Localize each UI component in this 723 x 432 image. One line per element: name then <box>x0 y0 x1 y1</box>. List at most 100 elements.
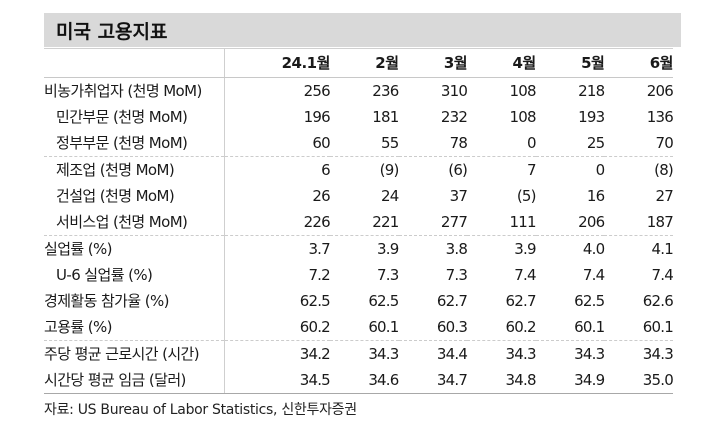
table-row: 경제활동 참가율 (%) 62.5 62.5 62.7 62.7 62.5 62… <box>44 288 674 314</box>
row-label: 실업률 (%) <box>44 235 225 262</box>
header-may: 5월 <box>535 48 605 78</box>
cell: 24 <box>381 187 399 205</box>
cell: 7.2 <box>308 266 330 284</box>
cell: 25 <box>535 130 605 157</box>
table-row: 시간당 평균 임금 (달러) 34.5 34.6 34.7 34.8 34.9 … <box>44 367 674 394</box>
cell: 27 <box>655 187 674 205</box>
title-bar: 미국 고용지표 <box>44 13 681 47</box>
cell: 26 <box>312 187 330 205</box>
cell: 34.5 <box>224 367 331 394</box>
table-row: 주당 평균 근로시간 (시간) 34.2 34.3 34.4 34.3 34.3… <box>44 340 674 367</box>
header-jan: 24.1월 <box>224 48 330 78</box>
header-label-cell <box>44 48 225 78</box>
table-header-row: 24.1월 2월 3월 4월 5월 6월 <box>44 48 673 78</box>
cell: 108 <box>509 82 537 100</box>
cell: 7.3 <box>377 266 399 284</box>
header-mar: 3월 <box>398 48 468 78</box>
cell: 0 <box>467 130 537 157</box>
cell: (9) <box>379 161 400 179</box>
row-label: 비농가취업자 (천명 MoM) <box>44 77 225 104</box>
cell: (6) <box>448 161 468 179</box>
cell: 3.9 <box>377 240 399 258</box>
cell: 3.9 <box>514 240 536 258</box>
cell: 60.1 <box>604 314 674 341</box>
cell: 236 <box>372 82 399 100</box>
cell: 4.0 <box>582 240 605 258</box>
cell: 34.3 <box>642 345 674 363</box>
cell: 196 <box>303 108 331 126</box>
row-label: 정부부문 (천명 MoM) <box>44 130 225 157</box>
cell: 62.5 <box>574 292 605 310</box>
cell: (5) <box>516 187 537 205</box>
cell: 34.7 <box>398 367 468 394</box>
cell: 55 <box>329 130 399 157</box>
table-row: 건설업 (천명 MoM) 26 24 37 (5) 16 27 <box>44 183 674 209</box>
cell: 62.5 <box>299 292 331 310</box>
cell: 193 <box>578 108 605 126</box>
cell: 3.7 <box>308 240 330 258</box>
cell: 108 <box>509 108 537 126</box>
cell: 34.9 <box>535 367 605 394</box>
cell: 60.2 <box>467 314 537 341</box>
cell: 34.2 <box>299 345 331 363</box>
cell: 206 <box>646 82 674 100</box>
cell: 206 <box>535 209 605 236</box>
cell: 35.0 <box>604 367 674 394</box>
table-row: U-6 실업률 (%) 7.2 7.3 7.3 7.4 7.4 7.4 <box>44 262 674 288</box>
cell: 0 <box>595 161 606 179</box>
table-row: 정부부문 (천명 MoM) 60 55 78 0 25 70 <box>44 130 674 157</box>
cell: 187 <box>604 209 674 236</box>
cell: 60.3 <box>398 314 468 341</box>
cell: 62.7 <box>436 292 468 310</box>
cell: 136 <box>646 108 674 126</box>
cell: 60.2 <box>224 314 331 341</box>
cell: 7.3 <box>445 266 468 284</box>
cell: 78 <box>398 130 468 157</box>
cell: 3.8 <box>445 240 468 258</box>
page-title: 미국 고용지표 <box>56 21 168 43</box>
cell: 7.4 <box>651 266 674 284</box>
row-label: 제조업 (천명 MoM) <box>44 156 225 183</box>
cell: 70 <box>604 130 674 157</box>
cell: 111 <box>467 209 537 236</box>
row-label: 고용률 (%) <box>44 314 225 341</box>
table-row: 비농가취업자 (천명 MoM) 256 236 310 108 218 206 <box>44 77 674 104</box>
cell: 60 <box>224 130 331 157</box>
cell: 6 <box>321 161 331 179</box>
cell: 4.1 <box>651 240 674 258</box>
cell: 34.3 <box>505 345 537 363</box>
cell: 37 <box>449 187 468 205</box>
row-label: 민간부문 (천명 MoM) <box>44 104 225 130</box>
cell: 62.6 <box>642 292 674 310</box>
cell: 34.6 <box>329 367 399 394</box>
cell: 34.3 <box>574 345 605 363</box>
cell: 34.8 <box>467 367 537 394</box>
header-feb: 2월 <box>329 48 399 78</box>
cell: 60.1 <box>535 314 605 341</box>
table-row: 제조업 (천명 MoM) 6 (9) (6) 7 0 (8) <box>44 156 674 183</box>
cell: 62.7 <box>505 292 537 310</box>
cell: 218 <box>578 82 605 100</box>
table-row: 고용률 (%) 60.2 60.1 60.3 60.2 60.1 60.1 <box>44 314 674 341</box>
cell: 34.3 <box>368 345 399 363</box>
table-row: 서비스업 (천명 MoM) 226 221 277 111 206 187 <box>44 209 674 236</box>
cell: 226 <box>224 209 331 236</box>
row-label: U-6 실업률 (%) <box>44 262 225 288</box>
row-label: 서비스업 (천명 MoM) <box>44 209 225 236</box>
row-label: 시간당 평균 임금 (달러) <box>44 367 225 394</box>
cell: 7 <box>526 161 537 179</box>
cell: 7.4 <box>514 266 536 284</box>
cell: 7.4 <box>582 266 605 284</box>
row-label: 경제활동 참가율 (%) <box>44 288 225 314</box>
source-note: 자료: US Bureau of Labor Statistics, 신한투자증… <box>44 402 357 418</box>
cell: 16 <box>586 187 605 205</box>
employment-table: 24.1월 2월 3월 4월 5월 6월 비농가취업자 (천명 MoM) 256… <box>44 48 674 394</box>
cell: 232 <box>440 108 468 126</box>
cell: 221 <box>329 209 399 236</box>
row-label: 건설업 (천명 MoM) <box>44 183 225 209</box>
cell: 310 <box>440 82 468 100</box>
header-apr: 4월 <box>467 48 536 78</box>
cell: 277 <box>398 209 468 236</box>
cell: 34.4 <box>436 345 468 363</box>
table-row: 실업률 (%) 3.7 3.9 3.8 3.9 4.0 4.1 <box>44 235 674 262</box>
